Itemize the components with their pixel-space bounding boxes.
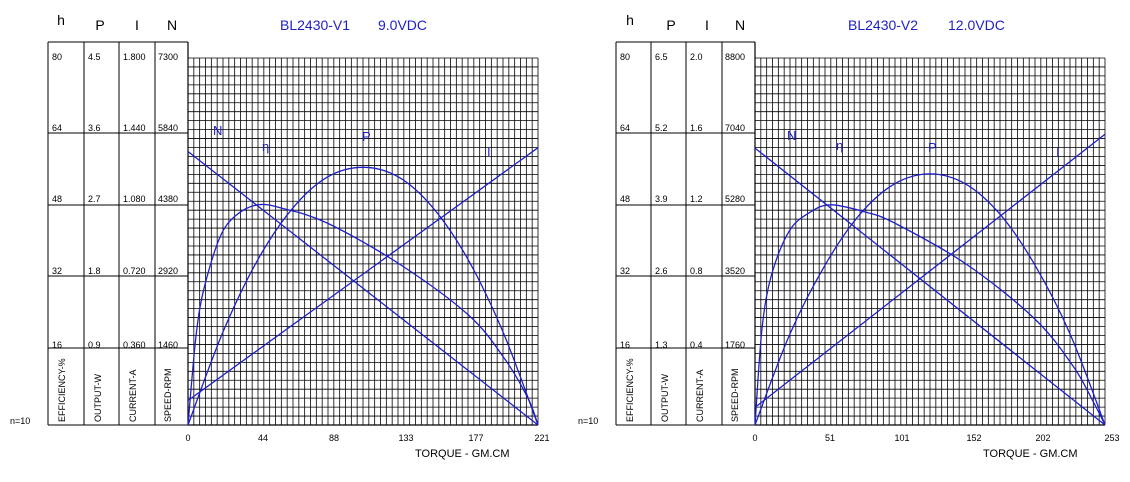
chart-1-xtick-5: 221 <box>534 433 549 443</box>
chart-1-axis-name-current: CURRENT-A <box>128 369 138 422</box>
chart-2-scale-i-48: 1.2 <box>690 194 703 204</box>
chart-2-xtick-2: 101 <box>894 433 909 443</box>
chart-2-scale-n-80: 8800 <box>725 52 745 62</box>
chart-1-scale-n-80: 7300 <box>158 52 178 62</box>
current-curve-label: I <box>487 144 491 159</box>
chart-2-xtick-4: 202 <box>1035 433 1050 443</box>
chart-1-scale-i-80: 1.800 <box>123 52 146 62</box>
chart-2: h P I N BL2430-V2 12.0VDC 80 6.5 2.0 880 <box>578 12 1120 460</box>
chart-1-axis-name-speed: SPEED-RPM <box>163 368 173 422</box>
chart-2-scale-n-48: 5280 <box>725 194 745 204</box>
chart-1-title-model: BL2430-V1 <box>280 17 350 33</box>
chart-1-scale-h-32: 32 <box>52 266 62 276</box>
chart-2-scale-h-80: 80 <box>620 52 630 62</box>
chart-2-scale-h-32: 32 <box>620 266 630 276</box>
chart-1-scale-h-64: 64 <box>52 123 62 133</box>
chart-1-scale-table <box>48 42 188 425</box>
chart-1-scale-i-32: 0.720 <box>123 266 146 276</box>
speed-curve-label: N <box>213 123 222 138</box>
chart-1-xtick-4: 177 <box>468 433 483 443</box>
chart-2-scale-h-48: 48 <box>620 194 630 204</box>
chart-2-scale-table <box>616 42 755 425</box>
chart-2-header-h: h <box>626 12 634 28</box>
chart-1-scale-i-48: 1.080 <box>123 194 146 204</box>
chart-1-axis-name-output: OUTPUT-W <box>93 374 103 422</box>
chart-2-title-voltage: 12.0VDC <box>948 17 1005 33</box>
chart-1-scale-p-64: 3.6 <box>88 123 101 133</box>
chart-1-scale-i-64: 1.440 <box>123 123 146 133</box>
chart-2-xlabel: TORQUE - GM.CM <box>983 448 1078 460</box>
chart-1-scale-n-48: 4380 <box>158 194 178 204</box>
chart-1-xtick-1: 44 <box>258 433 268 443</box>
chart-1-scale-p-80: 4.5 <box>88 52 101 62</box>
efficiency-curve-label: η <box>836 138 843 153</box>
chart-1-header-i: I <box>135 17 139 33</box>
chart-1-xlabel: TORQUE - GM.CM <box>415 448 510 460</box>
speed-curve-label: N <box>787 128 796 143</box>
chart-2-scale-p-32: 2.6 <box>655 266 668 276</box>
chart-2-scale-i-64: 1.6 <box>690 123 703 133</box>
chart-2-xtick-0: 0 <box>752 433 757 443</box>
chart-2-title-model: BL2430-V2 <box>848 17 918 33</box>
chart-2-scale-p-48: 3.9 <box>655 194 668 204</box>
chart-1-scale-h-16: 16 <box>52 340 62 350</box>
chart-1-title-voltage: 9.0VDC <box>378 17 427 33</box>
chart-1-n-label: n=10 <box>10 416 30 426</box>
chart-1-scale-p-48: 2.7 <box>88 194 101 204</box>
output-curve-label: P <box>928 140 937 155</box>
chart-1-scale-n-16: 1460 <box>158 340 178 350</box>
chart-2-header-n: N <box>735 17 745 33</box>
chart-2-scale-p-16: 1.3 <box>655 340 668 350</box>
chart-1-scale-n-32: 2920 <box>158 266 178 276</box>
chart-2-scale-p-80: 6.5 <box>655 52 668 62</box>
chart-1-axis-name-efficiency: EFFICIENCY-% <box>57 358 67 422</box>
chart-1-header-p: P <box>95 17 104 33</box>
chart-1-xtick-2: 88 <box>329 433 339 443</box>
chart-2-scale-n-32: 3520 <box>725 266 745 276</box>
chart-2-scale-i-32: 0.8 <box>690 266 703 276</box>
chart-2-scale-n-64: 7040 <box>725 123 745 133</box>
chart-2-header-i: I <box>705 17 709 33</box>
output-curve-label: P <box>362 129 371 144</box>
chart-2-scale-h-16: 16 <box>620 340 630 350</box>
chart-2-scale-h-64: 64 <box>620 123 630 133</box>
efficiency-curve-label: η <box>262 139 269 154</box>
chart-2-n-label: n=10 <box>578 416 598 426</box>
chart-1-scale-p-32: 1.8 <box>88 266 101 276</box>
chart-2-scale-i-80: 2.0 <box>690 52 703 62</box>
chart-2-scale-n-16: 1760 <box>725 340 745 350</box>
chart-2-xtick-5: 253 <box>1104 433 1119 443</box>
chart-2-xtick-3: 152 <box>966 433 981 443</box>
chart-1-grid <box>188 42 538 425</box>
chart-2-scale-i-16: 0.4 <box>690 340 703 350</box>
chart-2-axis-name-speed: SPEED-RPM <box>730 368 740 422</box>
chart-1-scale-h-48: 48 <box>52 194 62 204</box>
chart-2-grid <box>755 42 1105 425</box>
chart-2-header-p: P <box>666 17 675 33</box>
chart-2-axis-name-current: CURRENT-A <box>695 369 705 422</box>
chart-1-header-h: h <box>57 12 65 28</box>
chart-2-xtick-1: 51 <box>825 433 835 443</box>
current-curve-label: I <box>1056 145 1060 160</box>
chart-1-header-n: N <box>167 17 177 33</box>
chart-1-scale-i-16: 0.360 <box>123 340 146 350</box>
chart-1-xtick-3: 133 <box>398 433 413 443</box>
chart-1-scale-n-64: 5840 <box>158 123 178 133</box>
chart-1: h P I N BL2430-V1 9.0VDC 80 4.5 1.800 73 <box>10 12 550 460</box>
chart-1-scale-h-80: 80 <box>52 52 62 62</box>
chart-2-scale-p-64: 5.2 <box>655 123 668 133</box>
chart-2-axis-name-output: OUTPUT-W <box>660 374 670 422</box>
chart-1-xtick-0: 0 <box>185 433 190 443</box>
chart-2-axis-name-efficiency: EFFICIENCY-% <box>625 358 635 422</box>
chart-1-scale-p-16: 0.9 <box>88 340 101 350</box>
